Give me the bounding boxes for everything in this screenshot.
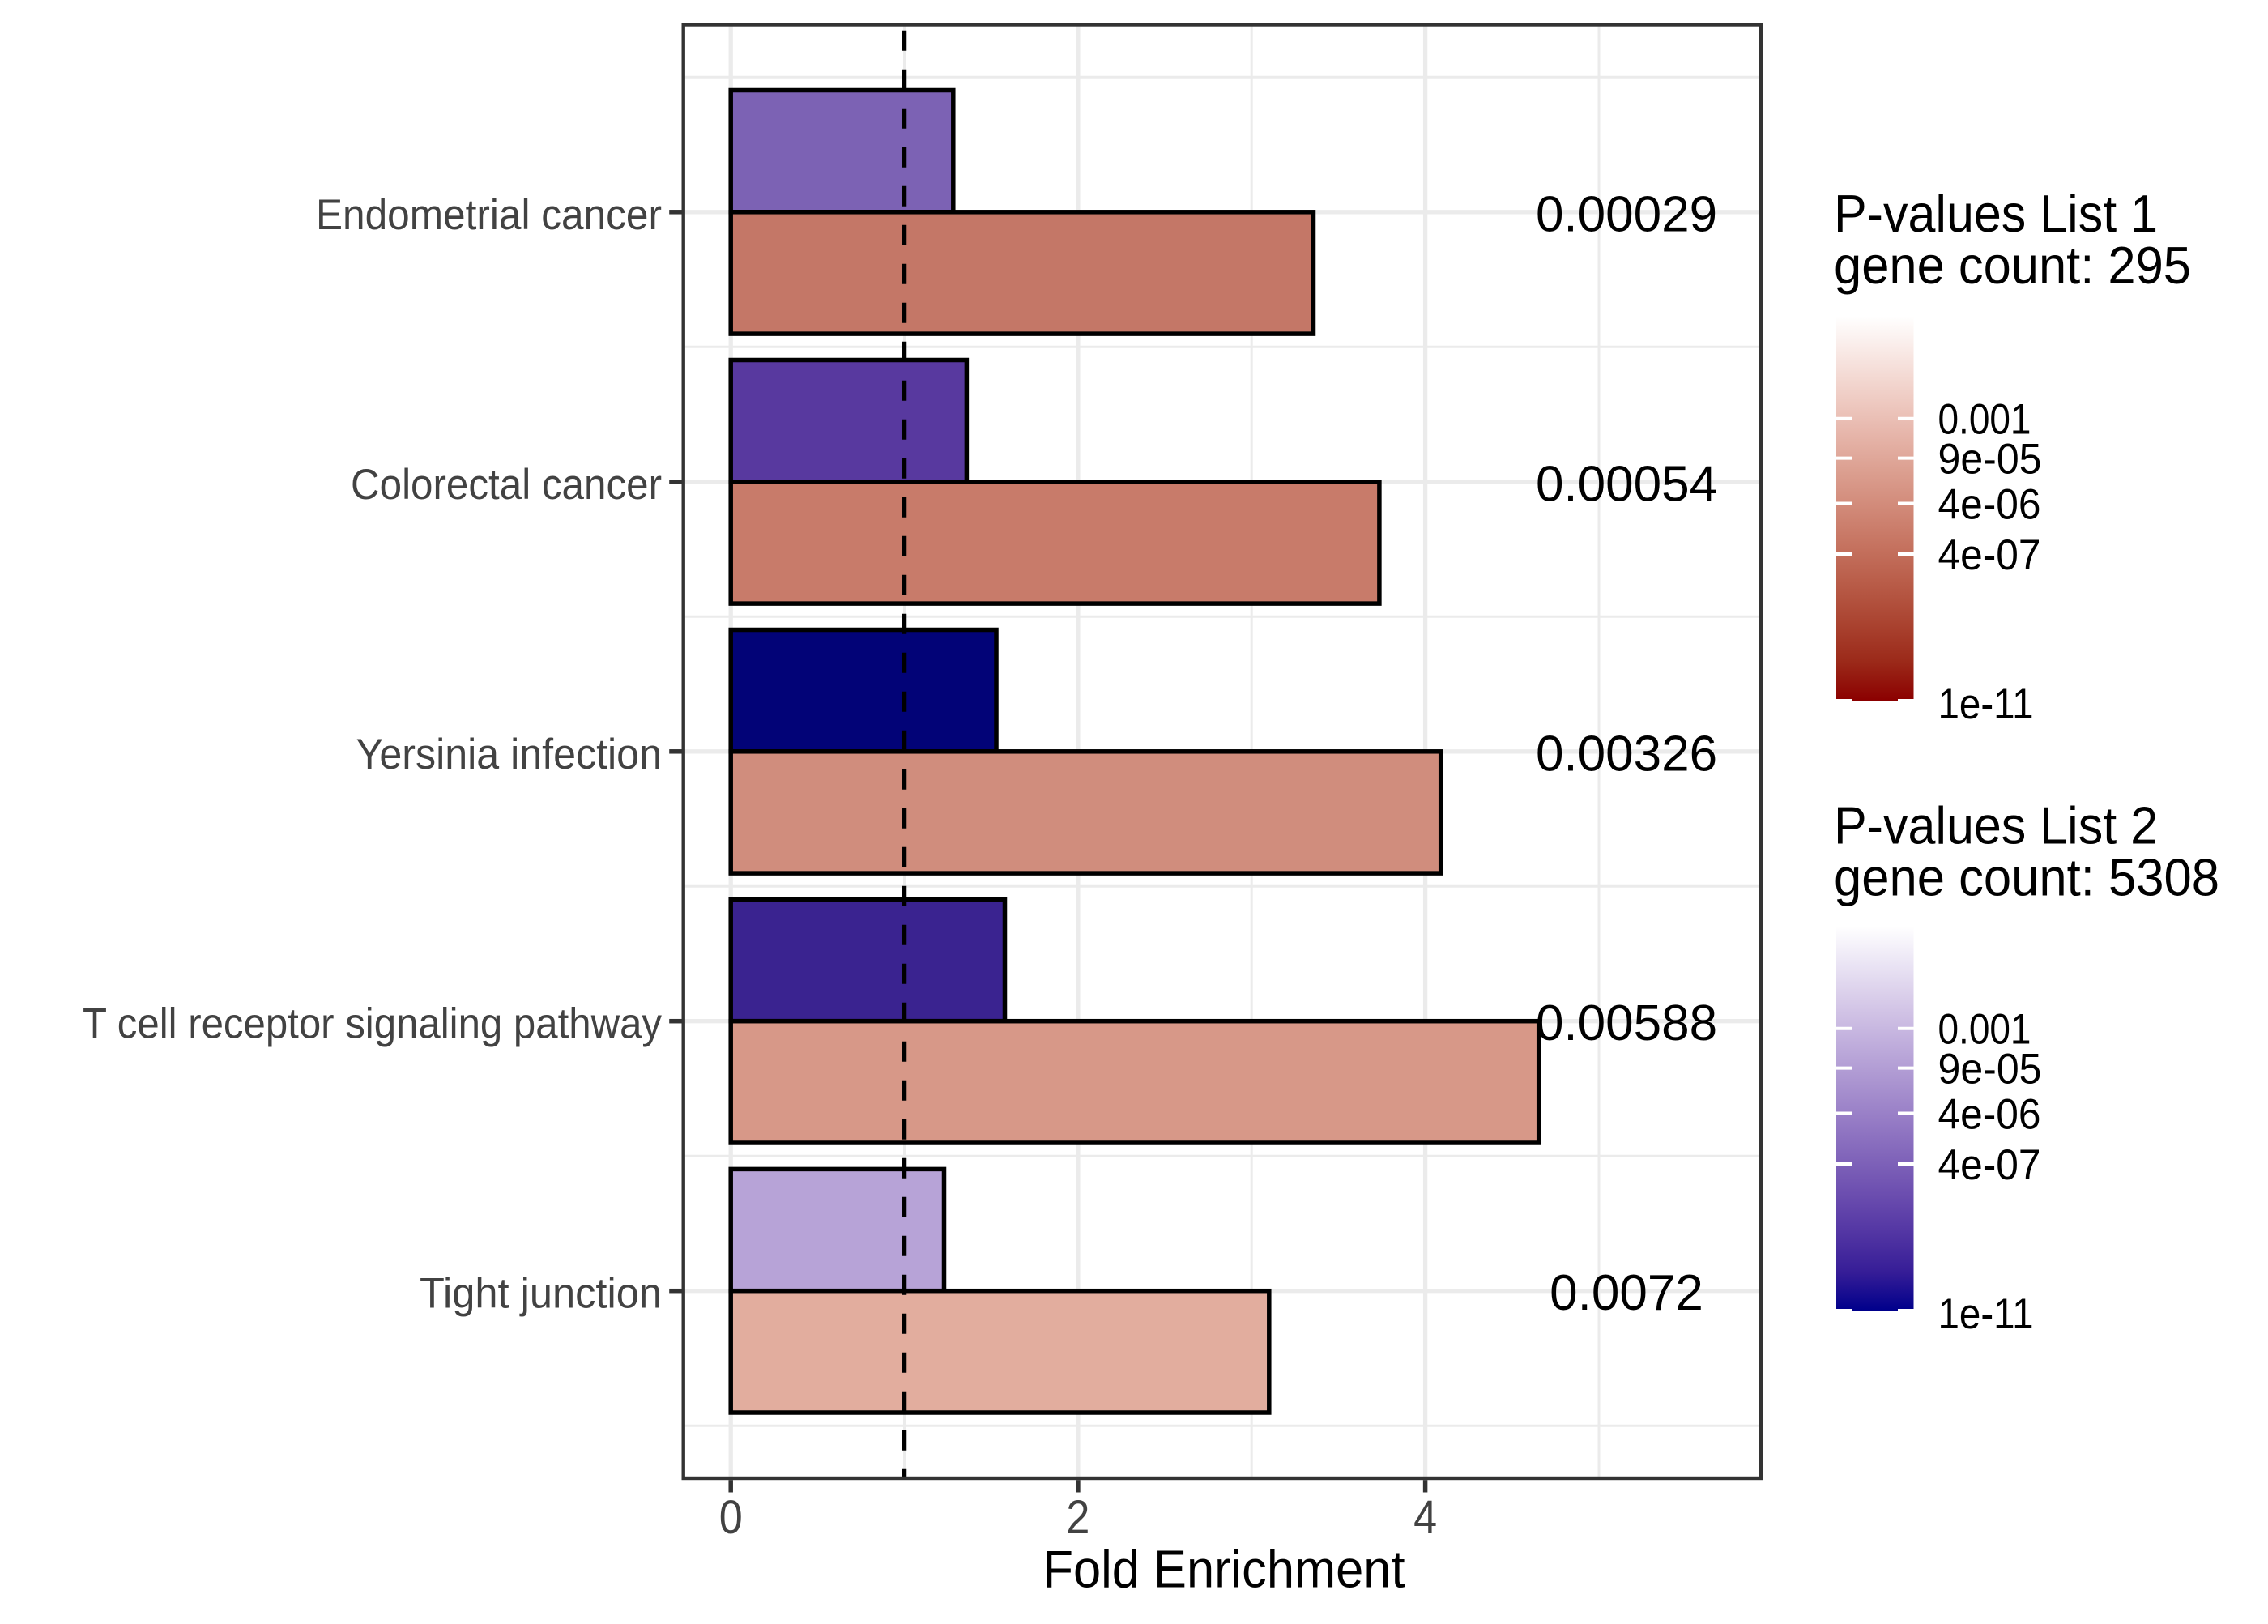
svg-text:4e-06: 4e-06 (1938, 481, 2041, 529)
svg-text:4e-07: 4e-07 (1938, 531, 2041, 579)
svg-text:4e-06: 4e-06 (1938, 1091, 2041, 1139)
svg-text:4: 4 (1413, 1491, 1437, 1544)
svg-text:Endometrial cancer: Endometrial cancer (316, 191, 662, 239)
svg-text:2: 2 (1066, 1491, 1089, 1544)
svg-text:1e-11: 1e-11 (1938, 680, 2034, 728)
svg-text:Colorectal cancer: Colorectal cancer (351, 461, 662, 509)
svg-text:Fold Enrichment: Fold Enrichment (1043, 1540, 1405, 1599)
svg-text:0.001: 0.001 (1938, 1006, 2031, 1054)
svg-text:0.0072: 0.0072 (1550, 1265, 1703, 1321)
svg-text:Tight junction: Tight junction (420, 1270, 662, 1318)
svg-text:0.00326: 0.00326 (1536, 726, 1717, 782)
svg-text:P-values List 2: P-values List 2 (1834, 795, 2158, 855)
svg-text:0.00054: 0.00054 (1536, 456, 1717, 512)
svg-text:gene count: 5308: gene count: 5308 (1834, 847, 2219, 906)
svg-text:0: 0 (719, 1491, 743, 1544)
svg-text:9e-05: 9e-05 (1938, 436, 2042, 484)
svg-text:Yersinia infection: Yersinia infection (356, 731, 663, 778)
svg-text:9e-05: 9e-05 (1938, 1046, 2042, 1093)
svg-text:P-values List 1: P-values List 1 (1834, 184, 2158, 243)
svg-text:4e-07: 4e-07 (1938, 1141, 2041, 1189)
svg-text:0.00029: 0.00029 (1536, 186, 1717, 242)
svg-text:gene count: 295: gene count: 295 (1834, 236, 2191, 295)
svg-text:0.001: 0.001 (1938, 396, 2031, 444)
svg-text:T cell receptor signaling path: T cell receptor signaling pathway (83, 1000, 663, 1048)
svg-text:1e-11: 1e-11 (1938, 1290, 2034, 1338)
svg-text:0.00588: 0.00588 (1536, 995, 1717, 1051)
